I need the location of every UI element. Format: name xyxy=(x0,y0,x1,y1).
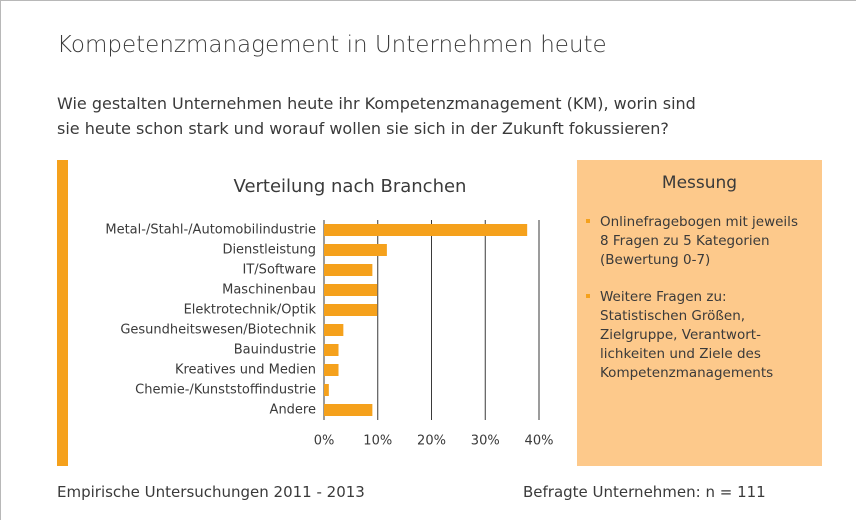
bar xyxy=(324,284,378,296)
panel-line: lichkeiten und Ziele des xyxy=(600,346,761,362)
accent-strip xyxy=(57,160,68,466)
panel-line: (Bewertung 0-7) xyxy=(600,252,711,268)
panel-line: 8 Fragen zu 5 Kategorien xyxy=(600,233,770,249)
x-tick-label: 20% xyxy=(417,434,446,449)
y-tick-label: Maschinenbau xyxy=(222,283,316,298)
bar xyxy=(324,224,528,236)
bar xyxy=(324,384,329,396)
subtitle: Wie gestalten Unternehmen heute ihr Komp… xyxy=(57,94,696,113)
panel xyxy=(577,160,822,466)
bar xyxy=(324,324,344,336)
bar xyxy=(324,344,339,356)
panel-line: Statistischen Größen, xyxy=(600,308,746,324)
y-tick-label: Dienstleistung xyxy=(222,243,316,258)
panel-item: Onlinefragebogen mit jeweils 8 Fragen zu … xyxy=(586,213,798,270)
y-tick-label: Gesundheitswesen/Biotechnik xyxy=(120,323,316,338)
panel-line: Onlinefragebogen mit jeweils xyxy=(600,214,798,230)
panel-line: Zielgruppe, Verantwort- xyxy=(600,327,761,343)
x-tick-label: 10% xyxy=(363,434,392,449)
footer-right: Befragte Unternehmen: n = 111 xyxy=(523,483,766,501)
panel-line: Weitere Fragen zu: xyxy=(600,289,727,305)
bar xyxy=(324,304,378,316)
x-tick-label: 40% xyxy=(525,434,554,449)
bullet xyxy=(586,294,590,298)
y-tick-label: Kreatives und Medien xyxy=(175,363,316,378)
y-tick-label: Elektrotechnik/Optik xyxy=(184,303,317,318)
footer-left: Empirische Untersuchungen 2011 - 2013 xyxy=(57,483,365,501)
bar xyxy=(324,404,373,416)
x-tick-label: 30% xyxy=(471,434,500,449)
y-tick-label: IT/Software xyxy=(243,263,316,278)
x-tick-label: 0% xyxy=(314,434,335,449)
panel-item: Weitere Fragen zu: Statistischen Größen, Z… xyxy=(586,288,774,383)
y-tick-label: Metal-/Stahl-/Automobilindustrie xyxy=(105,223,316,238)
y-tick-label: Chemie-/Kunststoffindustrie xyxy=(135,383,316,398)
panel-line: Kompetenzmanagements xyxy=(600,365,774,381)
bar xyxy=(324,244,387,256)
title: Kompetenzmanagement in Unternehmen heute xyxy=(57,32,607,58)
bar xyxy=(324,264,373,276)
panel-title: Messung xyxy=(661,173,738,193)
bullet xyxy=(586,219,590,223)
chart-title: Verteilung nach Branchen xyxy=(234,176,467,197)
y-tick-label: Bauindustrie xyxy=(234,343,316,358)
bar xyxy=(324,364,339,376)
subtitle: sie heute schon stark und worauf wollen … xyxy=(57,119,669,138)
y-tick-label: Andere xyxy=(270,403,316,418)
